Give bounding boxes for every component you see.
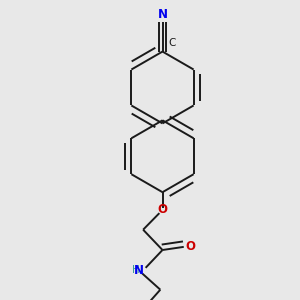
Text: C: C <box>168 38 176 48</box>
Text: N: N <box>158 8 167 21</box>
Text: O: O <box>186 240 196 253</box>
Text: H: H <box>132 265 140 275</box>
Text: O: O <box>158 203 167 216</box>
Text: N: N <box>134 264 144 278</box>
